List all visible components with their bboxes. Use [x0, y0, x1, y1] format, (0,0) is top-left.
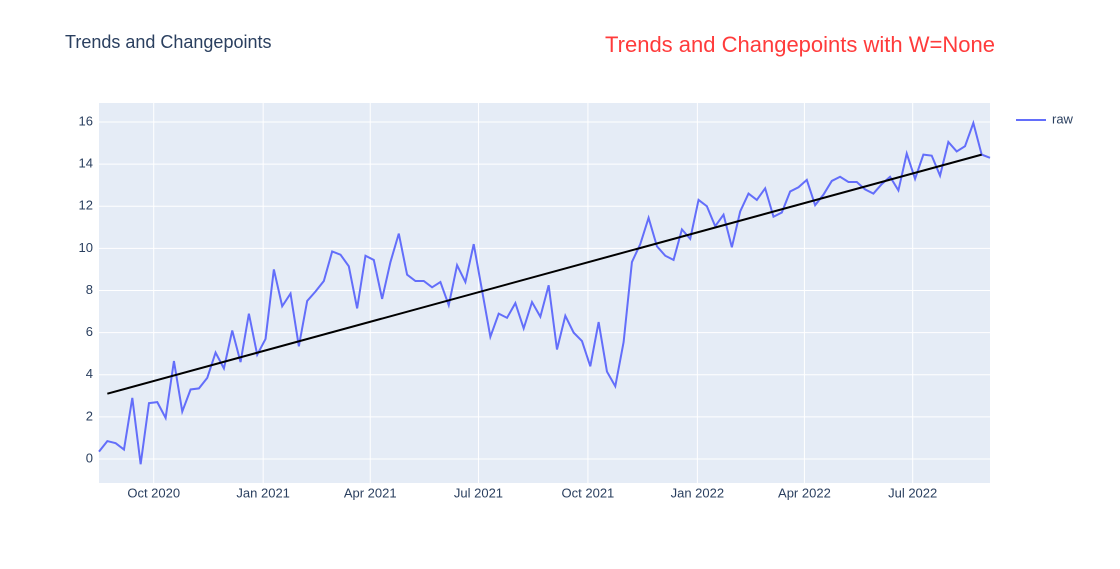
y-tick-label: 0 — [86, 450, 93, 465]
x-tick-label: Jul 2021 — [454, 485, 503, 500]
x-tick-label: Jan 2022 — [671, 485, 725, 500]
plot-area — [99, 103, 990, 483]
y-tick-label: 10 — [79, 240, 93, 255]
y-tick-label: 2 — [86, 408, 93, 423]
annotation: Trends and Changepoints with W=None — [605, 32, 995, 57]
y-tick-label: 12 — [79, 198, 93, 213]
y-tick-label: 14 — [79, 156, 93, 171]
line — [98, 119, 991, 465]
y-tick-label: 8 — [86, 282, 93, 297]
y-tick-label: 6 — [86, 324, 93, 339]
x-tick-label: Apr 2022 — [778, 485, 831, 500]
trend-line — [107, 153, 982, 395]
x-tick-label: Oct 2021 — [562, 485, 615, 500]
x-tick-label: Jan 2021 — [236, 485, 290, 500]
legend-label: raw — [1052, 111, 1074, 126]
x-tick-label: Jul 2022 — [888, 485, 937, 500]
chart-title: Trends and Changepoints — [65, 32, 271, 52]
x-tick-label: Oct 2020 — [127, 485, 180, 500]
y-tick-label: 16 — [79, 113, 93, 128]
y-tick-label: 4 — [86, 366, 93, 381]
x-tick-label: Apr 2021 — [344, 485, 397, 500]
